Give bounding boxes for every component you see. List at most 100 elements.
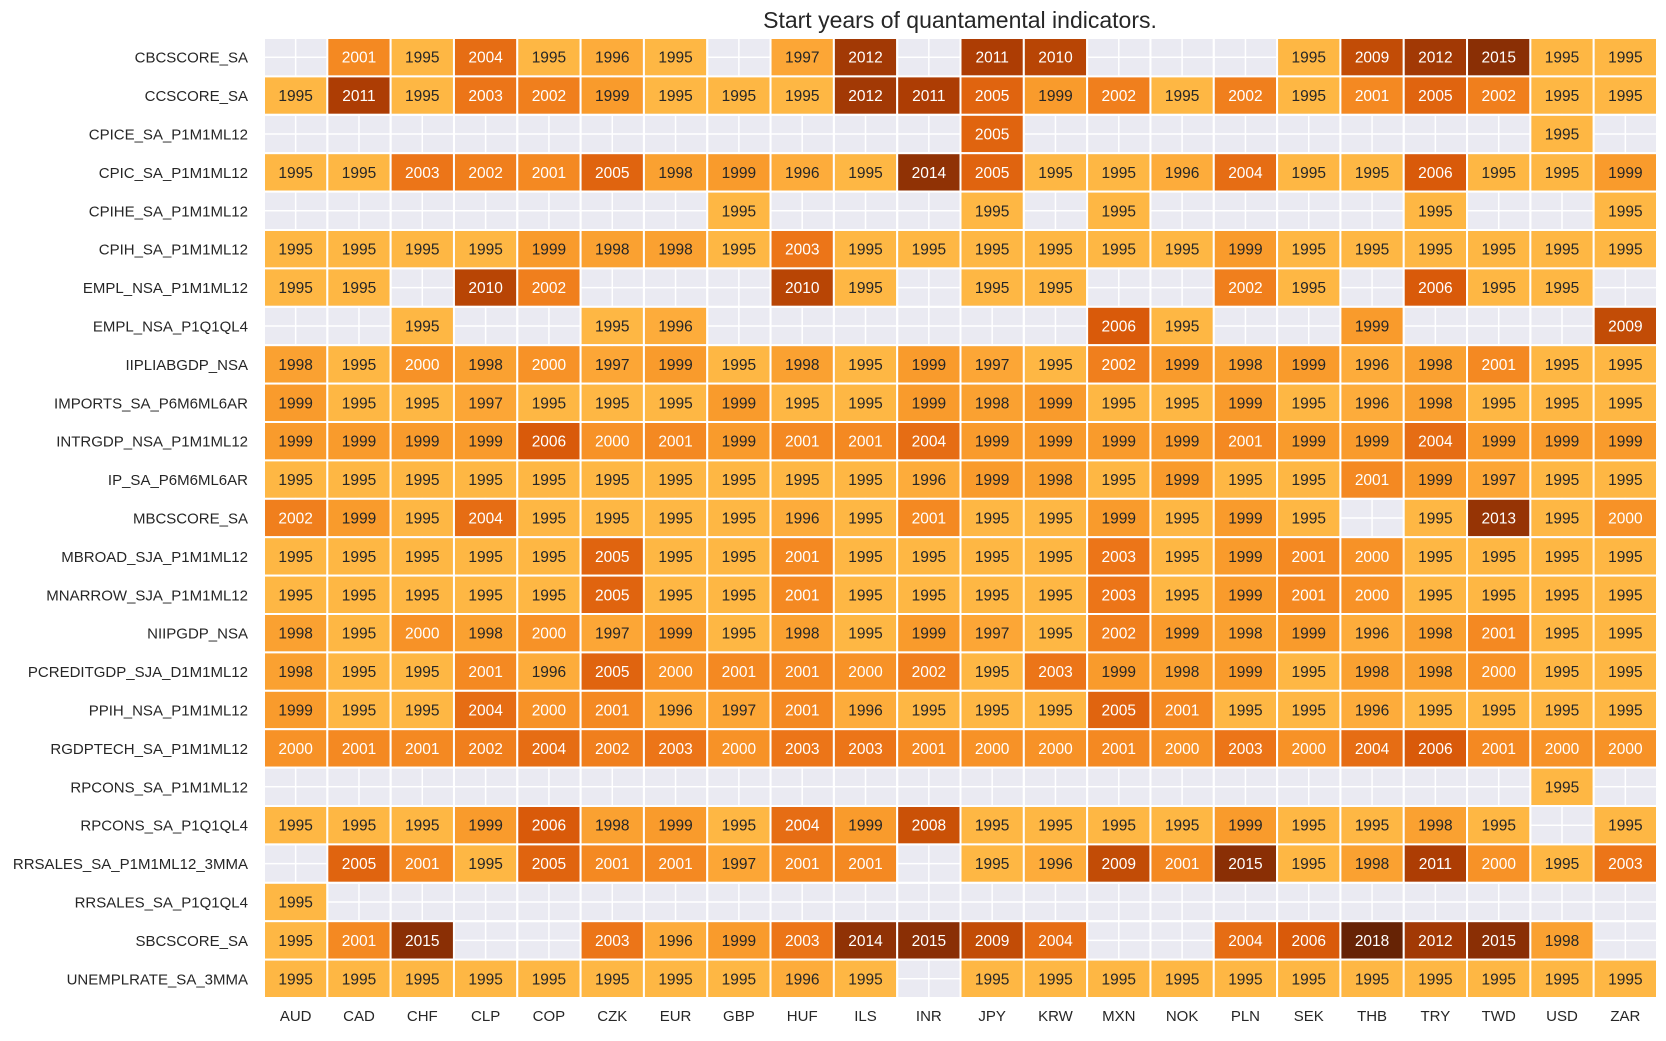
heatmap-cell: [518, 960, 580, 997]
heatmap-cell: [1531, 461, 1593, 498]
heatmap-cell: [1468, 730, 1530, 767]
cell-value-label: 1998: [1418, 818, 1452, 835]
cell-value-label: 1995: [722, 971, 756, 988]
heatmap-cell: [1341, 461, 1403, 498]
cell-value-label: 2015: [1481, 933, 1515, 950]
heatmap-cell: [1531, 346, 1593, 383]
heatmap-cell: [454, 461, 517, 498]
cell-value-label: 1995: [1038, 165, 1072, 182]
heatmap-cell: [771, 231, 833, 268]
cell-value-label: 2000: [1608, 741, 1643, 758]
heatmap-cell: [1594, 499, 1656, 537]
cell-value-label: 1997: [975, 357, 1009, 374]
heatmap-cell: [454, 730, 517, 767]
heatmap-cell: [644, 807, 707, 844]
cell-value-label: 2015: [912, 933, 946, 950]
cell-value-label: 2004: [1228, 933, 1263, 950]
heatmap-cell: [1404, 922, 1467, 959]
cell-value-label: 2001: [785, 856, 819, 873]
cell-value-label: 2000: [405, 357, 440, 374]
cell-value-label: 1998: [595, 242, 629, 259]
heatmap-cell: [1468, 807, 1530, 844]
heatmap-cell: [1024, 154, 1087, 191]
cell-value-label: 1998: [1545, 933, 1579, 950]
heatmap-cell: [1594, 615, 1656, 652]
cell-value-label: 1995: [278, 895, 312, 912]
cell-value-label: 1995: [1545, 511, 1579, 528]
cell-value-label: 1996: [912, 472, 946, 489]
heatmap-cell: [1404, 269, 1467, 306]
cell-value-label: 1995: [1102, 242, 1136, 259]
heatmap-cell: [1088, 423, 1150, 460]
cell-value-label: 1995: [1481, 242, 1515, 259]
heatmap-cell: [1404, 77, 1467, 114]
cell-value-label: 1995: [405, 242, 439, 259]
heatmap-cell: [644, 845, 707, 882]
heatmap-cell: [1468, 461, 1530, 498]
y-tick-label: CPICE_SA_P1M1ML12: [89, 127, 248, 144]
heatmap-cell: [1341, 960, 1403, 997]
heatmap-cell: [1278, 538, 1340, 575]
cell-value-label: 2002: [595, 741, 629, 758]
heatmap-cell: [1278, 807, 1340, 844]
cell-value-label: 1995: [658, 549, 692, 566]
cell-value-label: 1995: [975, 203, 1009, 220]
cell-value-label: 1995: [1545, 242, 1579, 259]
heatmap-cell: [1404, 154, 1467, 191]
cell-value-label: 1995: [342, 357, 376, 374]
cell-value-label: 1995: [1608, 357, 1642, 374]
cell-value-label: 1999: [722, 933, 756, 950]
heatmap-cell: [1468, 499, 1530, 537]
cell-value-label: 1995: [1102, 395, 1136, 412]
heatmap-cell: [961, 115, 1023, 153]
cell-value-label: 1995: [468, 587, 502, 604]
cell-value-label: 1999: [1418, 472, 1452, 489]
heatmap-cell: [1404, 807, 1467, 844]
heatmap-cell: [1468, 960, 1530, 997]
cell-value-label: 1995: [1418, 511, 1452, 528]
cell-value-label: 1999: [658, 626, 692, 643]
heatmap-cell: [518, 576, 580, 613]
cell-value-label: 1995: [1355, 971, 1389, 988]
cell-value-label: 1995: [1165, 88, 1199, 105]
heatmap-cell: [454, 77, 517, 114]
cell-value-label: 1996: [1355, 703, 1389, 720]
cell-value-label: 1999: [848, 818, 882, 835]
heatmap-cell: [898, 346, 960, 383]
cell-value-label: 1999: [1165, 357, 1199, 374]
cell-value-label: 1995: [722, 242, 756, 259]
cell-value-label: 1995: [1038, 357, 1072, 374]
cell-value-label: 1999: [1355, 319, 1389, 336]
heatmap-cell: [518, 691, 580, 729]
cell-value-label: 1995: [975, 587, 1009, 604]
cell-value-label: 1999: [1608, 434, 1642, 451]
cell-value-label: 2000: [532, 357, 567, 374]
heatmap-cell: [581, 307, 643, 345]
x-tick-label: INR: [916, 1008, 942, 1025]
heatmap-cell: [1024, 845, 1087, 882]
cell-value-label: 2012: [848, 88, 882, 105]
cell-value-label: 2003: [595, 933, 629, 950]
heatmap-cell: [1278, 653, 1340, 690]
heatmap-cell: [1024, 461, 1087, 498]
heatmap-cell: [454, 346, 517, 383]
heatmap-cell: [644, 346, 707, 383]
heatmap-cell: [1024, 346, 1087, 383]
heatmap-cell: [771, 807, 833, 844]
y-tick-label: RRSALES_SA_P1M1ML12_3MMA: [13, 856, 248, 873]
cell-value-label: 1995: [1545, 88, 1579, 105]
cell-value-label: 1995: [342, 587, 376, 604]
heatmap-cell: [771, 922, 833, 959]
heatmap-cell: [771, 960, 833, 997]
y-tick-label: IP_SA_P6M6ML6AR: [108, 472, 248, 489]
heatmap-cell: [1468, 154, 1530, 191]
heatmap-cell: [581, 615, 643, 652]
cell-value-label: 1995: [1292, 395, 1326, 412]
heatmap-cell: [1404, 730, 1467, 767]
heatmap-cell: [898, 653, 960, 690]
heatmap-cell: [265, 615, 327, 652]
cell-value-label: 1995: [405, 971, 439, 988]
heatmap-cell: [328, 384, 390, 421]
cell-value-label: 1998: [1418, 357, 1452, 374]
heatmap-cell: [834, 461, 897, 498]
